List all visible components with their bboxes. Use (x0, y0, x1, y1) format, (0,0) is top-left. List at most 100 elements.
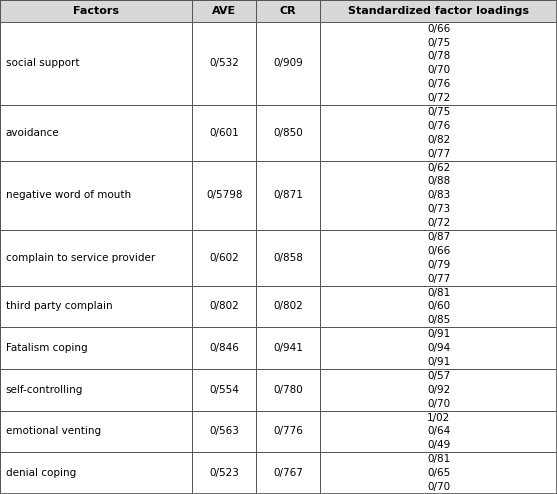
Text: 0/780: 0/780 (273, 385, 303, 395)
Bar (192, 411, 256, 453)
Bar (320, 161, 557, 230)
Text: 0/78: 0/78 (427, 51, 450, 61)
Text: 0/871: 0/871 (273, 190, 303, 201)
Text: 0/846: 0/846 (209, 343, 239, 353)
Bar (256, 230, 320, 286)
Text: 1/02: 1/02 (427, 412, 450, 422)
Bar (192, 453, 256, 494)
Text: 0/601: 0/601 (209, 128, 239, 138)
Text: 0/602: 0/602 (209, 253, 239, 263)
Bar (192, 0, 256, 22)
Text: 0/858: 0/858 (273, 253, 303, 263)
Text: 0/81: 0/81 (427, 454, 450, 464)
Bar (320, 0, 557, 22)
Text: 0/66: 0/66 (427, 246, 450, 256)
Text: 0/92: 0/92 (427, 385, 450, 395)
Text: emotional venting: emotional venting (6, 426, 101, 437)
Bar (0, 328, 192, 369)
Text: 0/72: 0/72 (427, 218, 450, 228)
Text: 0/76: 0/76 (427, 121, 450, 131)
Bar (0, 105, 192, 161)
Bar (0, 230, 192, 286)
Text: 0/62: 0/62 (427, 163, 450, 172)
Text: 0/64: 0/64 (427, 426, 450, 437)
Text: 0/72: 0/72 (427, 93, 450, 103)
Text: complain to service provider: complain to service provider (6, 253, 155, 263)
Bar (320, 411, 557, 453)
Bar (0, 369, 192, 411)
Text: Standardized factor loadings: Standardized factor loadings (348, 6, 529, 16)
Text: 0/83: 0/83 (427, 190, 450, 201)
Bar (256, 22, 320, 105)
Bar (192, 369, 256, 411)
Bar (320, 22, 557, 105)
Text: 0/941: 0/941 (273, 343, 303, 353)
Text: 0/66: 0/66 (427, 24, 450, 34)
Bar (320, 286, 557, 328)
Text: CR: CR (280, 6, 296, 16)
Bar (0, 0, 557, 22)
Text: 0/76: 0/76 (427, 79, 450, 89)
Text: 0/49: 0/49 (427, 440, 450, 451)
Bar (0, 286, 192, 328)
Text: 0/81: 0/81 (427, 288, 450, 297)
Bar (0, 0, 192, 22)
Text: Factors: Factors (73, 6, 119, 16)
Bar (192, 286, 256, 328)
Text: 0/77: 0/77 (427, 149, 450, 159)
Text: 0/523: 0/523 (209, 468, 239, 478)
Bar (192, 230, 256, 286)
Bar (320, 230, 557, 286)
Bar (256, 0, 320, 22)
Bar (256, 328, 320, 369)
Bar (192, 328, 256, 369)
Text: 0/85: 0/85 (427, 315, 450, 326)
Text: social support: social support (6, 58, 79, 68)
Text: AVE: AVE (212, 6, 236, 16)
Text: 0/909: 0/909 (273, 58, 303, 68)
Text: 0/75: 0/75 (427, 107, 450, 117)
Text: 0/91: 0/91 (427, 357, 450, 367)
Text: 0/767: 0/767 (273, 468, 303, 478)
Bar (0, 411, 192, 453)
Text: 0/73: 0/73 (427, 204, 450, 214)
Text: denial coping: denial coping (6, 468, 76, 478)
Text: 0/88: 0/88 (427, 176, 450, 186)
Text: 0/57: 0/57 (427, 371, 450, 381)
Bar (256, 105, 320, 161)
Bar (192, 161, 256, 230)
Text: 0/563: 0/563 (209, 426, 239, 437)
Bar (256, 161, 320, 230)
Bar (256, 286, 320, 328)
Text: avoidance: avoidance (6, 128, 59, 138)
Bar (320, 369, 557, 411)
Text: Fatalism coping: Fatalism coping (6, 343, 87, 353)
Bar (320, 453, 557, 494)
Bar (256, 411, 320, 453)
Bar (320, 105, 557, 161)
Text: 0/850: 0/850 (273, 128, 303, 138)
Text: 0/532: 0/532 (209, 58, 239, 68)
Text: negative word of mouth: negative word of mouth (6, 190, 131, 201)
Text: 0/65: 0/65 (427, 468, 450, 478)
Text: 0/87: 0/87 (427, 232, 450, 242)
Text: 0/70: 0/70 (427, 65, 450, 76)
Text: 0/82: 0/82 (427, 135, 450, 145)
Text: 0/79: 0/79 (427, 260, 450, 270)
Text: 0/94: 0/94 (427, 343, 450, 353)
Text: 0/75: 0/75 (427, 38, 450, 47)
Text: 0/60: 0/60 (427, 301, 450, 312)
Text: third party complain: third party complain (6, 301, 112, 312)
Text: 0/802: 0/802 (273, 301, 303, 312)
Text: 0/554: 0/554 (209, 385, 239, 395)
Text: 0/776: 0/776 (273, 426, 303, 437)
Text: 0/91: 0/91 (427, 329, 450, 339)
Bar (192, 105, 256, 161)
Bar (0, 453, 192, 494)
Text: 0/5798: 0/5798 (206, 190, 242, 201)
Bar (320, 328, 557, 369)
Bar (0, 161, 192, 230)
Text: 0/70: 0/70 (427, 482, 450, 492)
Text: 0/802: 0/802 (209, 301, 239, 312)
Text: self-controlling: self-controlling (6, 385, 83, 395)
